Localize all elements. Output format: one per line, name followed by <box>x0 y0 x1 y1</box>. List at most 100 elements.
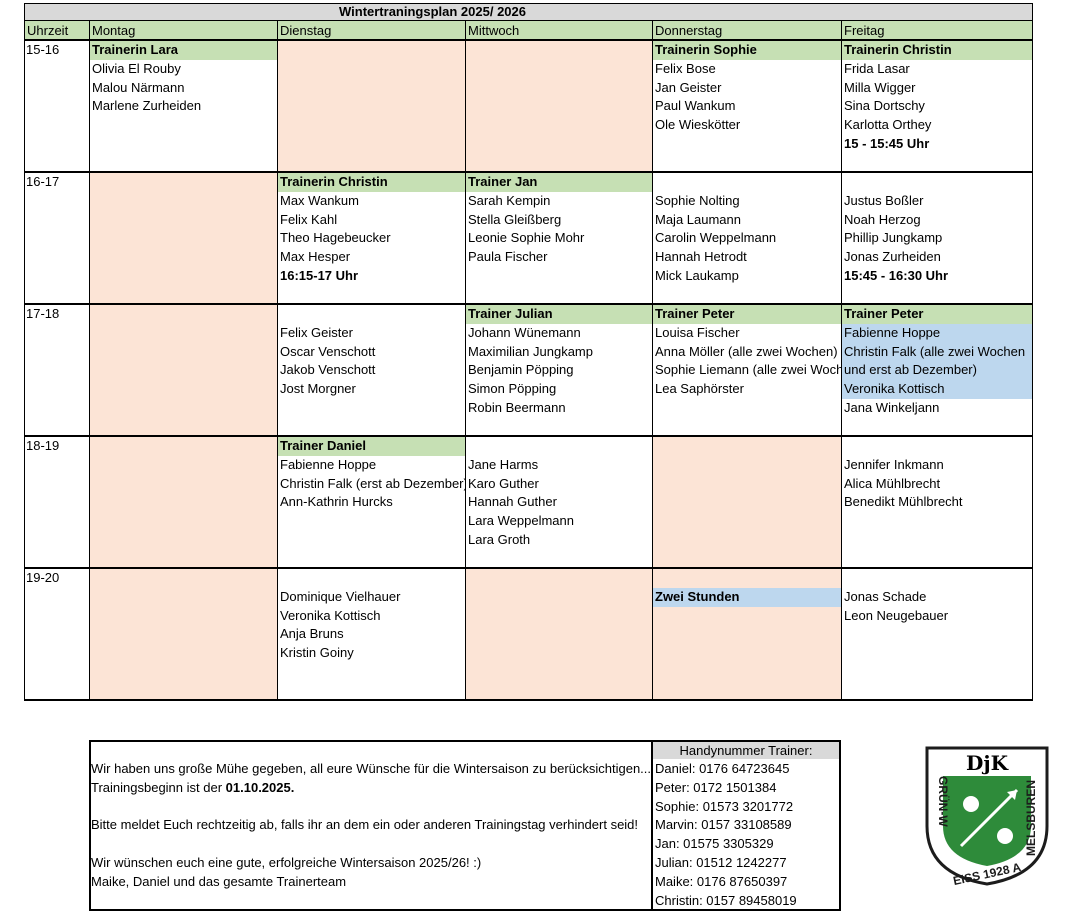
time-label: 19-20 <box>26 570 60 585</box>
schedule-cell: Sophie Nolting Maja Laumann Carolin Weppel… <box>652 173 841 305</box>
player-name: Jonas Schade <box>844 588 927 604</box>
column-header: Donnerstag <box>652 21 841 41</box>
schedule-cell: Jane Harms Karo Guther Hannah Guther Lara W… <box>465 437 652 569</box>
player-name: Theo Hagebeucker <box>280 230 391 246</box>
player-name: Justus Boßler <box>844 192 924 208</box>
player-name: Benedikt Mühlbrecht <box>844 494 963 510</box>
player-name: Jane Harms <box>468 456 539 472</box>
player-name: Veronika Kottisch <box>280 607 381 623</box>
phones-title: Handynummer Trainer: <box>653 742 839 759</box>
trainer-name: Trainer Daniel <box>278 437 465 456</box>
schedule-cell <box>89 569 277 701</box>
player-name: Anna Möller (alle zwei Wochen) <box>655 343 838 359</box>
player-name: Jost Morgner <box>280 381 356 397</box>
player-name: Christin Falk (alle zwei Wochen <box>842 342 1032 362</box>
schedule-cell <box>652 437 841 569</box>
player-name: Leonie Sophie Mohr <box>468 230 585 246</box>
phone-line: Peter: 0172 1501384 <box>655 779 777 795</box>
message-line: Bitte meldet Euch rechtzeitig ab, falls … <box>91 817 639 833</box>
player-name: Johann Wünemann <box>468 324 581 340</box>
player-name: Milla Wigger <box>844 79 916 95</box>
player-name: Karlotta Orthey <box>844 117 932 133</box>
schedule-cell: Zwei Stunden <box>652 569 841 701</box>
time-cell <box>24 437 89 569</box>
player-name: Stella Gleißberg <box>468 211 562 227</box>
schedule-cell <box>89 305 277 437</box>
player-name: Olivia El Rouby <box>92 60 181 76</box>
player-name: Ann-Kathrin Hurcks <box>280 494 393 510</box>
phone-line: Sophie: 01573 3201772 <box>655 798 794 814</box>
schedule-cell <box>465 569 652 701</box>
time-cell <box>24 41 89 173</box>
phone-line: Maike: 0176 87650397 <box>655 873 788 889</box>
player-name: Fabienne Hoppe <box>280 456 377 472</box>
trainer-name: Trainer Jan <box>466 173 652 192</box>
player-name: Ole Wieskötter <box>655 117 741 133</box>
player-name: Lara Groth <box>468 532 531 547</box>
note: 15 - 15:45 Uhr <box>844 136 930 151</box>
schedule-cell: Trainer Peter Fabienne Hoppe Christin Falk… <box>841 305 1033 437</box>
column-header: Freitag <box>841 21 1033 41</box>
phone-line: Christin: 0157 89458019 <box>655 892 797 908</box>
logo-top: DjK <box>966 751 1009 775</box>
schedule-cell: Trainer Jan Sarah Kempin Stella Gleißberg L… <box>465 173 652 305</box>
player-name: Veronika Kottisch <box>842 380 1032 399</box>
phone-line: Marvin: 0157 33108589 <box>655 817 792 833</box>
player-name: Maja Laumann <box>655 211 741 227</box>
schedule-cell: Jonas Schade Leon Neugebauer <box>841 569 1033 701</box>
message-box <box>89 740 841 911</box>
schedule-cell: Jennifer Inkmann Alica Mühlbrecht Benedikt… <box>841 437 1033 569</box>
time-cell <box>24 569 89 701</box>
time-label: 16-17 <box>26 174 60 189</box>
player-name: Lea Saphörster <box>655 381 744 397</box>
time-cell <box>24 173 89 305</box>
player-name: Jonas Zurheiden <box>844 249 941 265</box>
player-name: Kristin Goiny <box>280 645 354 661</box>
player-name: Alica Mühlbrecht <box>844 475 941 491</box>
player-name: Sina Dortschy <box>844 98 925 114</box>
time-label: 18-19 <box>26 438 60 453</box>
schedule-cell <box>277 41 465 173</box>
player-name: Christin Falk (erst ab Dezember) <box>280 475 468 491</box>
schedule-cell <box>89 173 277 305</box>
player-name: Hannah Hetrodt <box>655 249 747 265</box>
player-name: Benjamin Pöpping <box>468 362 574 378</box>
player-name: Leon Neugebauer <box>844 607 949 623</box>
time-cell <box>24 305 89 437</box>
player-name: Maximilian Jungkamp <box>468 343 593 359</box>
player-name: Max Hesper <box>280 249 351 265</box>
player-name: Hannah Guther <box>468 494 557 510</box>
message-line: Maike, Daniel und das gesamte Trainertea… <box>91 873 347 889</box>
player-name: Karo Guther <box>468 475 539 491</box>
trainer-name: Trainerin Lara <box>90 41 277 60</box>
player-name: Max Wankum <box>280 192 359 208</box>
player-name: Mick Laukamp <box>655 268 739 283</box>
schedule-cell <box>89 437 277 569</box>
player-name: Oscar Venschott <box>280 343 376 359</box>
schedule-cell: Trainerin Christin Frida Lasar Milla Wigge… <box>841 41 1033 173</box>
message-line: Wir wünschen euch eine gute, erfolgreich… <box>91 854 482 870</box>
phone-line: Julian: 01512 1242277 <box>655 855 787 870</box>
time-label: 17-18 <box>26 306 60 321</box>
player-name: Fabienne Hoppe <box>842 323 1032 343</box>
player-name: Jana Winkeljann <box>844 400 940 415</box>
trainer-name: Trainer Julian <box>466 305 652 324</box>
player-name: Anja Bruns <box>280 626 344 642</box>
message-line: Trainingsbeginn ist der 01.10.2025. <box>91 779 294 798</box>
schedule-cell: Justus Boßler Noah Herzog Phillip Jungkamp… <box>841 173 1033 305</box>
schedule-cell: Trainer Julian Johann Wünemann Maximilian … <box>465 305 652 437</box>
divider <box>651 740 653 911</box>
player-name: Sophie Nolting <box>655 192 740 208</box>
player-name: Robin Beermann <box>468 400 566 415</box>
schedule-cell: Trainerin Sophie Felix Bose Jan Geister Pau… <box>652 41 841 173</box>
player-name: Sarah Kempin <box>468 192 551 208</box>
schedule-cell: Trainer Peter Louisa Fischer Anna Möller (… <box>652 305 843 437</box>
schedule-cell: Dominique Vielhauer Veronika Kottisch Anja… <box>277 569 465 701</box>
player-name: Frida Lasar <box>844 60 910 76</box>
message-line: Wir haben uns große Mühe gegeben, all eu… <box>91 760 652 776</box>
start-date: 01.10.2025. <box>225 779 295 795</box>
column-header: Dienstag <box>277 21 465 41</box>
time-label: 15-16 <box>26 42 60 57</box>
schedule-cell: Felix Geister Oscar Venschott Jakob Vensch… <box>277 305 465 437</box>
